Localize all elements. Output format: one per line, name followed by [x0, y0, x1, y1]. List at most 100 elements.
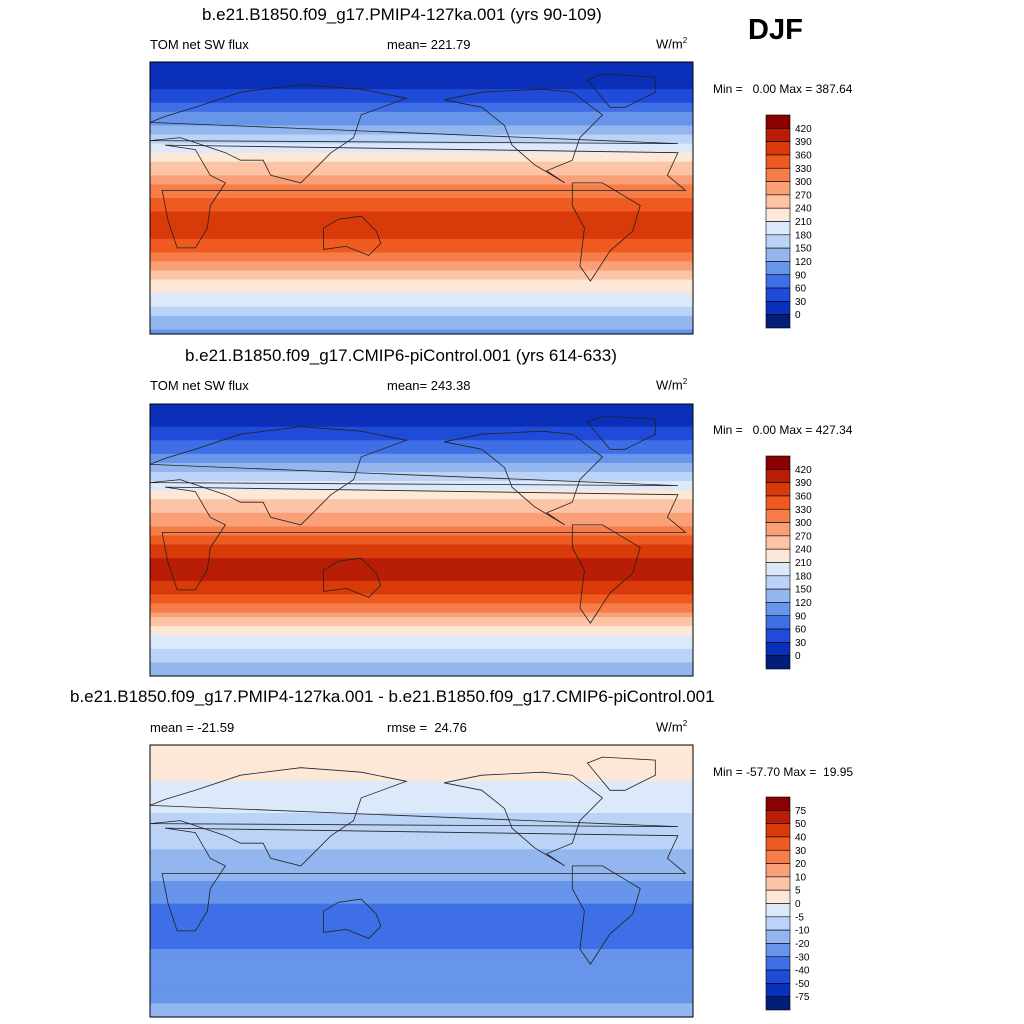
- map-band: [150, 526, 693, 532]
- map-band: [150, 256, 693, 263]
- coastline-1: [149, 767, 678, 867]
- colorbar-tick-label: 90: [795, 270, 807, 281]
- map-band: [150, 266, 693, 272]
- map-band: [150, 270, 693, 276]
- coastline-2: [161, 486, 687, 591]
- map-band: [150, 302, 693, 308]
- map-band: [150, 1007, 693, 1014]
- map-band: [150, 139, 693, 145]
- map-band: [150, 508, 693, 514]
- colorbar-box: [765, 287, 791, 302]
- colorbar-box: [765, 234, 791, 249]
- map-band: [150, 998, 693, 1004]
- map-band: [150, 908, 693, 914]
- map-band: [150, 617, 693, 623]
- map-band: [150, 890, 693, 896]
- map-band: [150, 835, 693, 841]
- colorbar-tick-label: 120: [795, 598, 812, 609]
- map-band: [150, 808, 693, 814]
- map-band: [150, 107, 693, 113]
- map-band: [150, 179, 693, 185]
- map-band: [150, 562, 693, 568]
- colorbar-box: [765, 469, 791, 483]
- map-band: [150, 116, 693, 122]
- map-band: [150, 417, 693, 423]
- map-band: [150, 1012, 693, 1018]
- colorbar-tick-label: 180: [795, 230, 812, 241]
- colorbar-box: [765, 508, 791, 523]
- map-band: [150, 540, 693, 546]
- coastline-3: [323, 898, 382, 939]
- colorbar-tick-label: 150: [795, 244, 812, 255]
- map-band: [150, 844, 693, 850]
- coastline-1: [149, 84, 678, 184]
- panel-1-mean-label: mean= 221.79: [387, 37, 471, 52]
- colorbar-box: [765, 535, 791, 550]
- map-band: [150, 530, 693, 537]
- colorbar-box: [765, 455, 791, 470]
- map-panel-3: [149, 744, 694, 1018]
- map-band: [150, 576, 693, 582]
- map-band: [150, 817, 693, 823]
- panel-1-title: b.e21.B1850.f09_g17.PMIP4-127ka.001 (yrs…: [202, 5, 602, 24]
- map-band: [150, 630, 693, 636]
- panel-2-mean-label: mean= 243.38: [387, 378, 471, 393]
- colorbar-tick-label: -10: [795, 926, 810, 937]
- colorbar-box: [765, 903, 791, 918]
- colorbar-tick-label: 30: [795, 638, 807, 649]
- colorbar-box: [765, 655, 791, 670]
- colorbar-tick-label: 210: [795, 217, 812, 228]
- map-band: [150, 567, 693, 573]
- colorbar-tick-label: 50: [795, 819, 807, 830]
- map-band: [150, 758, 693, 764]
- map-band: [150, 111, 693, 117]
- colorbar-box: [765, 154, 791, 169]
- colorbar-tick-label: 75: [795, 806, 807, 817]
- coastline-6: [586, 73, 656, 108]
- map-band: [150, 776, 693, 782]
- map-band: [150, 80, 693, 86]
- map-band: [150, 626, 693, 632]
- map-band: [150, 211, 693, 217]
- colorbar-box: [765, 522, 791, 537]
- colorbar-box: [765, 916, 791, 931]
- colorbar-tick-label: 150: [795, 585, 812, 596]
- map-band: [150, 549, 693, 555]
- map-band: [150, 279, 693, 285]
- coastline-3: [323, 215, 382, 256]
- map-band: [150, 994, 693, 1000]
- map-band: [150, 234, 693, 240]
- map-band: [150, 903, 693, 909]
- map-band: [150, 976, 693, 982]
- colorbar-box: [765, 274, 791, 289]
- map-band: [150, 666, 693, 673]
- map-band: [150, 494, 693, 500]
- panel-3-units-label: W/m2: [656, 719, 688, 735]
- colorbar-box: [765, 889, 791, 904]
- map-band: [150, 161, 693, 167]
- colorbar-tick-label: 390: [795, 137, 812, 148]
- colorbar-box: [765, 983, 791, 997]
- map-band: [150, 653, 693, 659]
- colorbar-box: [765, 836, 791, 851]
- map-band: [150, 912, 693, 918]
- map-band: [150, 962, 693, 968]
- colorbar-tick-label: 60: [795, 625, 807, 636]
- colorbar-box: [765, 548, 791, 563]
- coastline-2: [161, 144, 687, 249]
- colorbar-tick-label: 10: [795, 872, 807, 883]
- panel-2-title: b.e21.B1850.f09_g17.CMIP6-piControl.001 …: [185, 346, 617, 365]
- map-band: [150, 71, 693, 77]
- map-band: [150, 881, 693, 887]
- map-band: [150, 939, 693, 946]
- colorbar-box: [765, 482, 791, 497]
- colorbar-tick-label: 30: [795, 846, 807, 857]
- map-band: [150, 1003, 693, 1009]
- map-band: [150, 867, 693, 873]
- map-band: [150, 225, 693, 231]
- map-band: [150, 799, 693, 805]
- panel-3-min-max: Min = -57.70 Max = 19.95: [713, 765, 854, 779]
- map-band: [150, 75, 693, 81]
- colorbar-box: [765, 181, 791, 196]
